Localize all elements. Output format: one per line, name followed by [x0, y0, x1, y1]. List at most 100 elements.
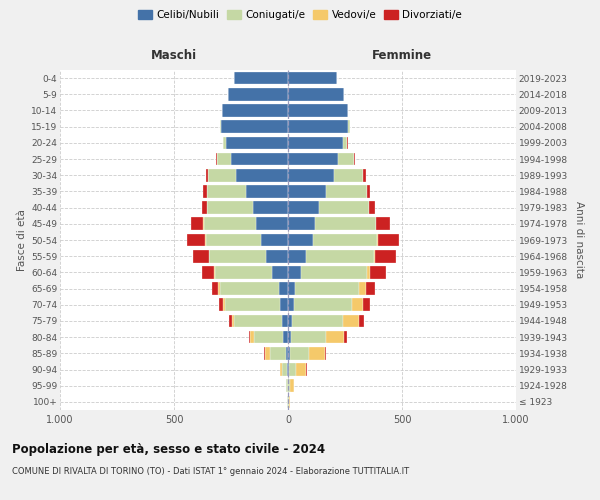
Bar — [246, 185, 288, 198]
Bar — [343, 314, 359, 328]
Bar — [288, 72, 337, 85]
Bar — [206, 169, 208, 181]
Bar — [231, 152, 288, 166]
Text: COMUNE DI RIVALTA DI TORINO (TO) - Dati ISTAT 1° gennaio 2024 - Elaborazione TUT: COMUNE DI RIVALTA DI TORINO (TO) - Dati … — [12, 468, 409, 476]
Bar — [288, 363, 289, 376]
Bar — [266, 250, 288, 262]
Bar — [370, 266, 386, 278]
Text: Popolazione per età, sesso e stato civile - 2024: Popolazione per età, sesso e stato civil… — [12, 442, 325, 456]
Bar — [365, 282, 374, 295]
Bar — [295, 282, 359, 295]
Bar — [343, 136, 347, 149]
Bar — [290, 347, 309, 360]
Bar — [301, 266, 367, 278]
Bar — [187, 234, 205, 246]
Bar — [352, 298, 363, 311]
Legend: Celibi/Nubili, Coniugati/e, Vedovi/e, Divorziati/e: Celibi/Nubili, Coniugati/e, Vedovi/e, Di… — [136, 8, 464, 22]
Bar — [207, 202, 253, 214]
Bar — [272, 266, 288, 278]
Bar — [292, 314, 343, 328]
Bar — [227, 88, 288, 101]
Bar — [354, 152, 355, 166]
Y-axis label: Fasce di età: Fasce di età — [17, 209, 27, 271]
Bar — [288, 88, 344, 101]
Bar — [209, 250, 266, 262]
Bar — [222, 104, 288, 117]
Bar — [288, 136, 343, 149]
Bar — [306, 250, 373, 262]
Y-axis label: Anni di nascita: Anni di nascita — [574, 202, 584, 278]
Bar — [286, 347, 288, 360]
Bar — [288, 152, 338, 166]
Bar — [294, 298, 352, 311]
Bar — [283, 331, 288, 344]
Bar — [193, 250, 209, 262]
Bar — [286, 380, 287, 392]
Bar — [377, 234, 378, 246]
Bar — [373, 250, 376, 262]
Bar — [288, 331, 291, 344]
Bar — [215, 266, 272, 278]
Bar — [326, 331, 344, 344]
Bar — [287, 363, 288, 376]
Bar — [203, 218, 256, 230]
Bar — [223, 136, 226, 149]
Bar — [265, 347, 270, 360]
Bar — [359, 314, 364, 328]
Bar — [288, 104, 349, 117]
Bar — [203, 185, 207, 198]
Bar — [349, 120, 350, 133]
Bar — [218, 282, 220, 295]
Bar — [219, 298, 223, 311]
Bar — [288, 298, 294, 311]
Bar — [270, 347, 286, 360]
Bar — [316, 218, 376, 230]
Bar — [253, 202, 288, 214]
Bar — [280, 298, 288, 311]
Bar — [288, 250, 306, 262]
Bar — [325, 347, 326, 360]
Bar — [235, 72, 288, 85]
Bar — [207, 185, 246, 198]
Bar — [326, 185, 367, 198]
Bar — [370, 202, 375, 214]
Text: Femmine: Femmine — [372, 49, 432, 62]
Bar — [248, 331, 250, 344]
Bar — [220, 120, 221, 133]
Bar — [279, 282, 288, 295]
Bar — [288, 218, 316, 230]
Bar — [236, 169, 288, 181]
Bar — [226, 298, 280, 311]
Bar — [206, 234, 260, 246]
Bar — [309, 347, 325, 360]
Bar — [359, 282, 365, 295]
Bar — [260, 234, 288, 246]
Bar — [296, 363, 306, 376]
Bar — [376, 218, 390, 230]
Bar — [288, 314, 292, 328]
Bar — [289, 396, 290, 408]
Bar — [288, 266, 301, 278]
Bar — [202, 202, 207, 214]
Bar — [214, 266, 215, 278]
Bar — [283, 363, 287, 376]
Bar — [288, 169, 334, 181]
Bar — [288, 120, 349, 133]
Bar — [202, 266, 214, 278]
Bar — [376, 250, 396, 262]
Bar — [254, 331, 283, 344]
Bar — [288, 234, 313, 246]
Bar — [280, 363, 283, 376]
Bar — [226, 136, 288, 149]
Bar — [367, 266, 370, 278]
Bar — [212, 282, 218, 295]
Bar — [220, 282, 279, 295]
Bar — [288, 185, 326, 198]
Bar — [344, 331, 347, 344]
Bar — [364, 169, 366, 181]
Bar — [288, 282, 295, 295]
Bar — [288, 202, 319, 214]
Bar — [216, 152, 217, 166]
Bar — [223, 298, 226, 311]
Bar — [283, 314, 288, 328]
